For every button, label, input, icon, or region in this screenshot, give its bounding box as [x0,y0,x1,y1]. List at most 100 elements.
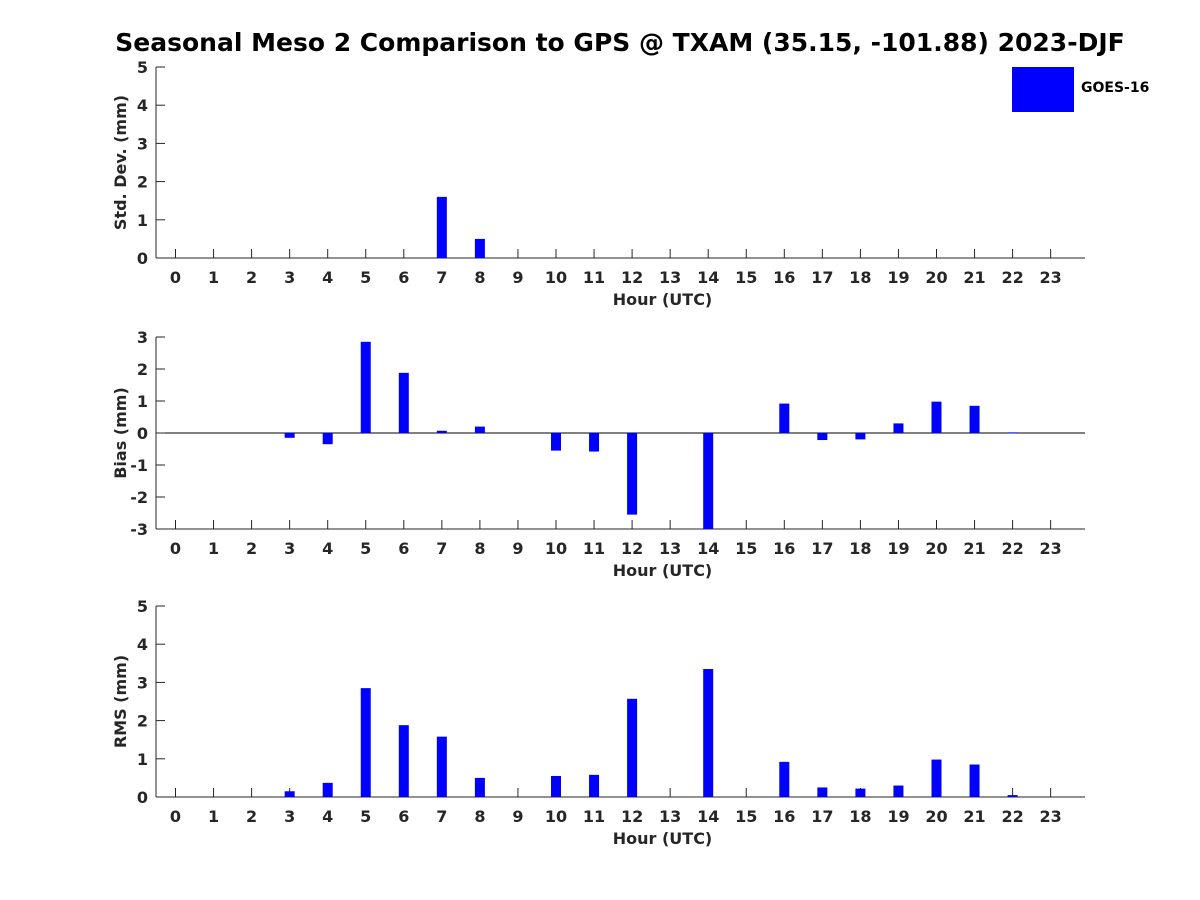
x-tick-label: 20 [925,268,947,287]
bar-hour-4 [322,433,333,445]
y-tick-label: 4 [137,635,148,654]
bar-hour-5 [360,688,371,797]
y-tick-label: 3 [137,134,148,153]
bar-hour-18 [855,788,866,797]
y-tick-label: 2 [137,173,148,192]
y-tick-label: 4 [137,96,148,115]
x-tick-label: 14 [697,268,719,287]
y-tick-label: 5 [137,58,148,77]
x-tick-label: 20 [925,539,947,558]
bar-hour-10 [551,775,561,797]
x-tick-label: 5 [360,539,371,558]
chart-title: Seasonal Meso 2 Comparison to GPS @ TXAM… [115,28,1125,57]
x-tick-label: 13 [659,539,681,558]
x-tick-label: 4 [322,268,333,287]
legend: GOES-16 [1012,67,1192,113]
x-tick-label: 9 [512,807,523,826]
legend-label: GOES-16 [1081,80,1150,96]
x-tick-label: 20 [925,807,947,826]
x-tick-label: 15 [735,268,757,287]
y-tick-label: 3 [137,328,148,347]
x-tick-label: 16 [773,807,795,826]
bar-hour-21 [969,764,980,797]
x-tick-label: 23 [1040,268,1062,287]
x-tick-label: 10 [545,268,567,287]
x-tick-label: 12 [621,539,643,558]
y-tick-label: -3 [130,520,148,539]
bar-hour-10 [551,433,561,451]
x-tick-label: 8 [474,807,485,826]
x-tick-label: 7 [436,807,447,826]
bar-hour-6 [398,372,409,433]
x-tick-label: 7 [436,268,447,287]
y-tick-label: 2 [137,712,148,731]
bar-hour-21 [969,405,980,433]
x-tick-label: 6 [398,807,409,826]
y-tick-label: 2 [137,360,148,379]
bar-hour-16 [779,403,790,433]
y-tick-label: 0 [137,249,148,268]
x-tick-label: 23 [1040,807,1062,826]
x-tick-label: 12 [621,807,643,826]
bar-hour-11 [589,774,600,797]
bar-hour-11 [589,433,600,452]
x-tick-label: 3 [284,807,295,826]
bar-hour-17 [817,433,828,441]
x-tick-label: 12 [621,268,643,287]
x-tick-label: 10 [545,539,567,558]
x-tick-label: 8 [474,539,485,558]
x-tick-label: 1 [208,539,219,558]
x-tick-label: 9 [512,539,523,558]
x-tick-label: 16 [773,539,795,558]
bar-hour-12 [627,698,638,797]
x-tick-label: 4 [322,807,333,826]
x-tick-label: 1 [208,268,219,287]
y-tick-label: 0 [137,788,148,807]
x-tick-label: 1 [208,807,219,826]
y-axis-label: RMS (mm) [111,655,130,748]
bar-hour-18 [855,433,866,440]
x-tick-label: 11 [583,539,605,558]
x-tick-label: 21 [963,807,985,826]
y-axis-label: Bias (mm) [111,387,130,479]
x-tick-label: 6 [398,539,409,558]
bar-hour-19 [893,785,904,797]
x-tick-label: 0 [170,807,181,826]
x-tick-label: 18 [849,539,871,558]
x-tick-label: 17 [811,268,833,287]
bar-hour-5 [360,341,371,433]
x-tick-label: 13 [659,268,681,287]
x-tick-label: 15 [735,539,757,558]
bar-hour-7 [436,430,447,433]
x-tick-label: 22 [1001,268,1023,287]
x-tick-label: 22 [1001,539,1023,558]
y-tick-label: -1 [130,456,148,475]
x-tick-label: 3 [284,539,295,558]
x-tick-label: 11 [583,268,605,287]
bar-hour-20 [931,759,942,797]
bar-hour-22 [1007,795,1018,797]
x-axis-label: Hour (UTC) [613,829,713,848]
x-tick-label: 21 [963,268,985,287]
x-tick-label: 7 [436,539,447,558]
x-tick-label: 15 [735,807,757,826]
y-axis-label: Std. Dev. (mm) [111,95,130,230]
bar-hour-22 [1007,432,1018,434]
x-tick-label: 17 [811,539,833,558]
y-tick-label: 3 [137,673,148,692]
x-tick-label: 16 [773,268,795,287]
x-tick-label: 0 [170,268,181,287]
x-tick-label: 2 [246,807,257,826]
bar-hour-19 [893,423,904,433]
bar-hour-7 [436,736,447,797]
bar-hour-8 [474,426,485,433]
bar-hour-17 [817,787,828,797]
bar-hour-8 [474,238,485,258]
x-tick-label: 23 [1040,539,1062,558]
x-tick-label: 5 [360,268,371,287]
x-tick-label: 17 [811,807,833,826]
x-tick-label: 22 [1001,807,1023,826]
x-tick-label: 4 [322,539,333,558]
bar-hour-4 [322,782,333,797]
